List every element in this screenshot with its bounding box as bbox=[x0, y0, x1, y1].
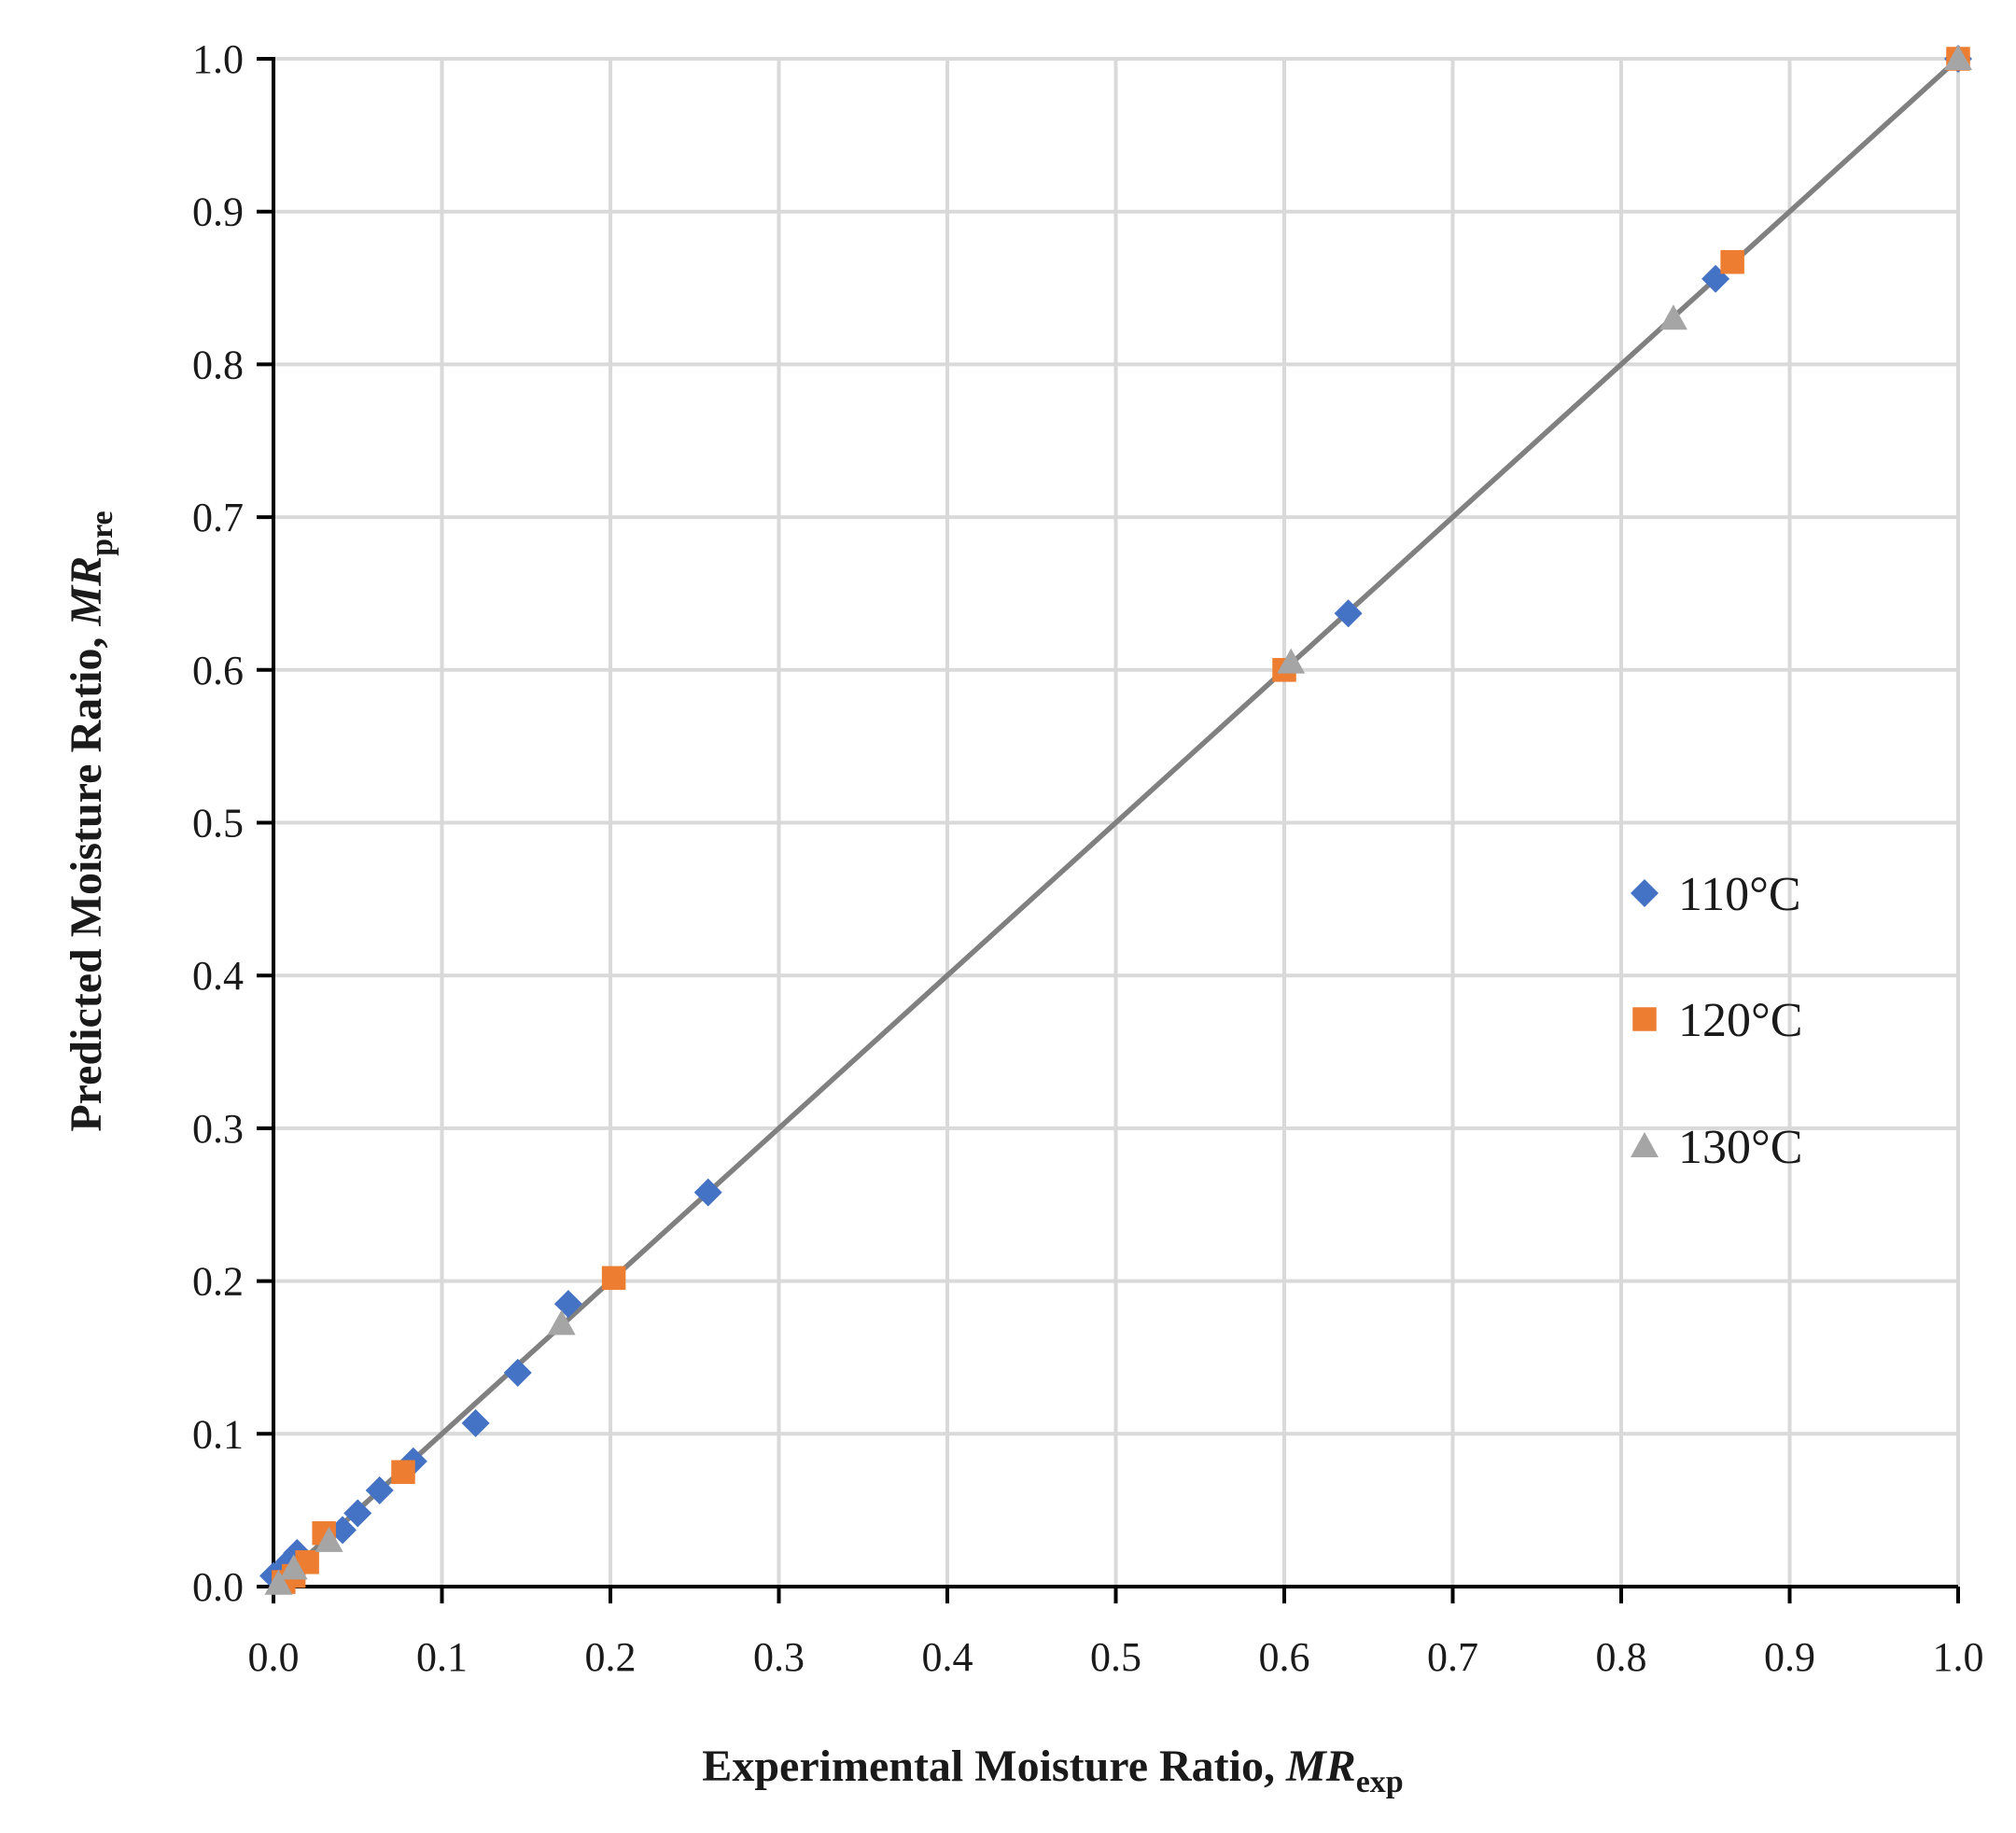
data-point bbox=[365, 1476, 394, 1504]
y-axis-title: Predicted Moisture Ratio, MRpre bbox=[62, 511, 119, 1131]
x-tick-label: 1.0 bbox=[1933, 1634, 1984, 1680]
data-point bbox=[1334, 599, 1363, 628]
y-axis-title-sub: pre bbox=[85, 511, 119, 555]
y-tick-label: 0.3 bbox=[192, 1106, 244, 1152]
x-tick-label: 0.3 bbox=[753, 1634, 805, 1680]
y-tick-label: 0.8 bbox=[192, 342, 244, 387]
data-point bbox=[461, 1408, 490, 1437]
x-tick-label: 0.1 bbox=[416, 1634, 468, 1680]
legend-label: 120°C bbox=[1678, 994, 1802, 1047]
y-tick-label: 0.2 bbox=[192, 1259, 244, 1305]
x-tick-label: 0.6 bbox=[1259, 1634, 1310, 1680]
legend-marker-diamond bbox=[1631, 879, 1659, 907]
data-point bbox=[1944, 45, 1972, 70]
y-tick-label: 1.0 bbox=[192, 36, 244, 82]
data-point bbox=[693, 1178, 722, 1207]
y-tick-label: 0.1 bbox=[192, 1411, 244, 1457]
data-point bbox=[1720, 249, 1744, 274]
x-axis-ticks: 0.0 0.1 0.2 0.3 0.4 0.5 0.6 0.7 0.8 0.9 1.0 bbox=[248, 1587, 1984, 1680]
legend-label: 130°C bbox=[1678, 1121, 1802, 1174]
data-points bbox=[259, 45, 1972, 1595]
legend-marker-triangle bbox=[1631, 1132, 1659, 1157]
y-axis-title-main: Predicted Moisture Ratio, bbox=[62, 626, 111, 1132]
x-tick-label: 0.9 bbox=[1764, 1634, 1815, 1680]
y-axis-title-var: MR bbox=[62, 556, 111, 627]
x-tick-label: 0.2 bbox=[585, 1634, 637, 1680]
x-tick-label: 0.0 bbox=[248, 1634, 300, 1680]
data-point bbox=[264, 1569, 293, 1595]
x-tick-label: 0.7 bbox=[1427, 1634, 1478, 1680]
x-axis-title-sub: exp bbox=[1356, 1765, 1404, 1799]
legend: 110°C 120°C 130°C bbox=[1631, 868, 1802, 1174]
x-axis-title: Experimental Moisture Ratio, MRexp bbox=[702, 1742, 1403, 1799]
y-tick-label: 0.5 bbox=[192, 801, 244, 847]
data-point bbox=[1277, 648, 1306, 674]
data-point bbox=[343, 1499, 372, 1528]
y-tick-label: 0.0 bbox=[192, 1564, 244, 1610]
x-tick-label: 0.8 bbox=[1596, 1634, 1647, 1680]
y-axis-ticks: 0.0 0.1 0.2 0.3 0.4 0.5 0.6 0.7 0.8 0.9 1.0 bbox=[192, 36, 273, 1610]
y-tick-label: 0.4 bbox=[192, 953, 244, 999]
data-point bbox=[391, 1460, 415, 1484]
series-130°C bbox=[264, 45, 1972, 1595]
data-point bbox=[279, 1554, 308, 1580]
data-point bbox=[1659, 304, 1687, 330]
data-point bbox=[547, 1309, 576, 1336]
legend-label: 110°C bbox=[1678, 868, 1801, 921]
data-point bbox=[315, 1526, 343, 1552]
x-tick-label: 0.4 bbox=[922, 1634, 973, 1680]
y-tick-label: 0.7 bbox=[192, 495, 244, 540]
data-point bbox=[601, 1266, 626, 1291]
x-axis-title-main: Experimental Moisture Ratio, bbox=[702, 1742, 1286, 1791]
legend-marker-square bbox=[1632, 1007, 1657, 1031]
y-tick-label: 0.6 bbox=[192, 648, 244, 693]
x-tick-label: 0.5 bbox=[1090, 1634, 1141, 1680]
y-tick-label: 0.9 bbox=[192, 189, 244, 235]
grid-lines bbox=[273, 57, 1960, 1587]
x-axis-title-var: MR bbox=[1285, 1742, 1356, 1791]
data-point bbox=[503, 1358, 532, 1387]
